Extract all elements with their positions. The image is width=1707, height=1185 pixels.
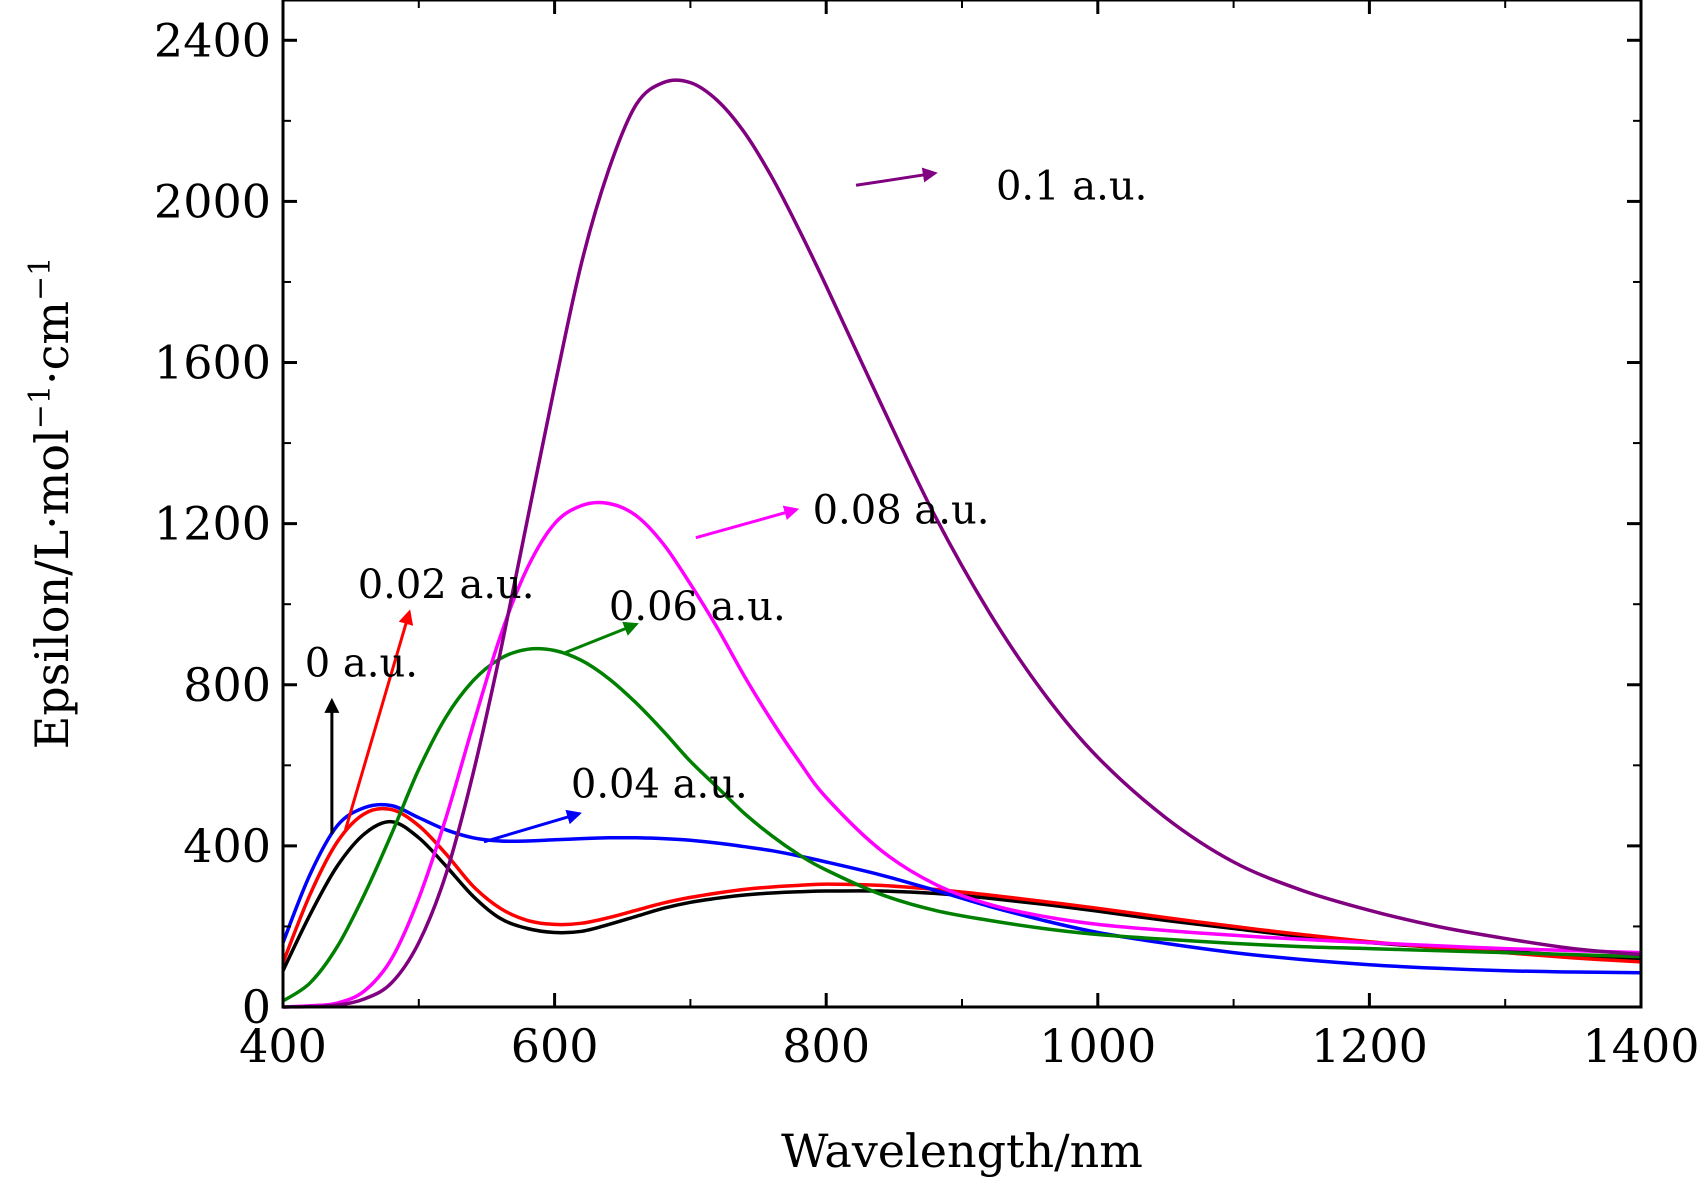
y-tick-label: 2400 [154, 13, 271, 67]
y-tick-label: 2000 [154, 174, 271, 228]
annotation-arrow-0-06-a-u [564, 621, 639, 654]
annotation-arrow-0-1-a-u [855, 167, 938, 187]
x-axis-title: Wavelength/nm [781, 1124, 1143, 1178]
x-tick-label: 400 [239, 1019, 327, 1073]
series-line-0-08-a-u [282, 500, 1642, 1009]
y-tick-label: 1600 [154, 336, 271, 390]
annotation-label-0-08-a-u: 0.08 a.u. [813, 488, 990, 534]
annotation-arrow-0-02-a-u [344, 609, 414, 831]
annotation-label-0-1-a-u: 0.1 a.u. [996, 163, 1147, 209]
annotation-label-0-04-a-u: 0.04 a.u. [571, 761, 748, 807]
annotation-arrow-0-04-a-u [483, 809, 582, 844]
annotation-label-0-02-a-u: 0.02 a.u. [358, 562, 535, 608]
series-line-0-a-u [281, 819, 1642, 972]
x-tick-label: 600 [511, 1019, 599, 1073]
y-tick-label: 400 [183, 819, 271, 873]
y-tick-label: 800 [183, 658, 271, 712]
annotation-label-0-06-a-u: 0.06 a.u. [609, 584, 786, 630]
y-axis-title-mid: ·cm [25, 301, 79, 385]
y-axis-title-sup1: −1 [23, 385, 58, 429]
annotation-arrow-0-08-a-u [695, 505, 800, 540]
series-line-0-02-a-u [281, 806, 1642, 964]
y-tick-label: 1200 [154, 497, 271, 551]
y-axis-title-main: Epsilon/L·mol [25, 429, 79, 749]
x-tick-label: 800 [782, 1019, 870, 1073]
annotation-label-0-a-u: 0 a.u. [305, 641, 418, 687]
series-line-0-06-a-u [282, 646, 1642, 1003]
y-tick-label: 0 [242, 980, 271, 1034]
x-tick-label: 1400 [1582, 1019, 1699, 1073]
series-line-0-04-a-u [281, 802, 1642, 975]
x-tick-label: 1000 [1039, 1019, 1156, 1073]
y-axis-title: Epsilon/L·mol−1·cm−1 [23, 257, 79, 750]
x-tick-label: 1200 [1311, 1019, 1428, 1073]
series-line-0-1-a-u [282, 78, 1642, 1009]
y-axis-title-sup2: −1 [23, 257, 58, 301]
